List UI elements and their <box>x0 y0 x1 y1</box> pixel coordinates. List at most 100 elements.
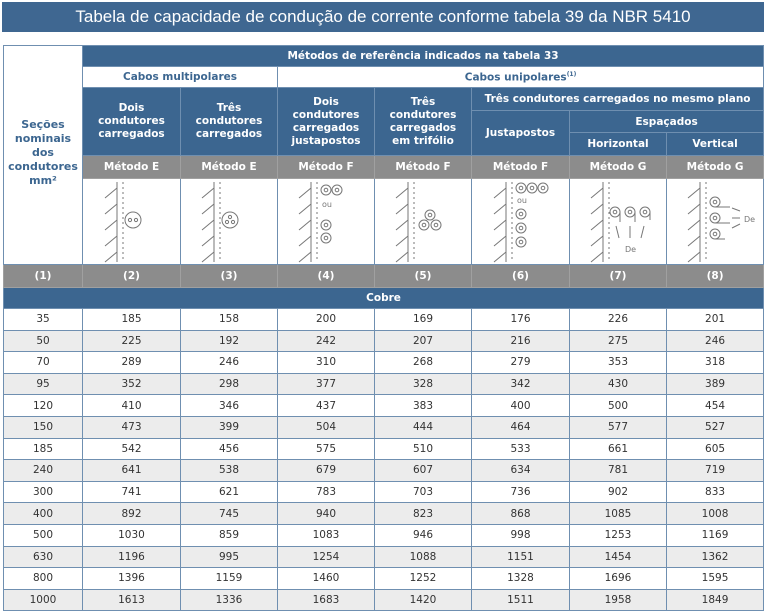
or-label: ou <box>322 200 332 209</box>
header-line: Dois <box>313 95 339 108</box>
method-label: Método G <box>665 155 765 179</box>
col5-header: Três condutores carregados em trifólio <box>374 87 472 156</box>
current-cell: 275 <box>569 329 667 353</box>
current-cell: 192 <box>180 329 278 353</box>
same-plane-header: Três condutores carregados no mesmo plan… <box>470 87 765 111</box>
table-row: 50 225 192 242 207 216 275 246 <box>3 329 765 353</box>
current-cell: 745 <box>180 502 278 525</box>
current-cell: 1696 <box>569 567 667 590</box>
current-cell: 1169 <box>665 523 765 547</box>
ampacity-table: Seções nominais dos condutores mm² Métod… <box>2 45 765 611</box>
method-label: Método F <box>471 155 570 179</box>
column-number: (4) <box>277 264 375 288</box>
current-cell: 998 <box>471 523 570 547</box>
current-cell: 352 <box>82 372 181 396</box>
current-cell: 1511 <box>471 588 570 611</box>
header-line: carregados <box>195 128 263 140</box>
header-line: Três <box>410 95 436 108</box>
unipolar-label: Cabos unipolares <box>464 71 567 84</box>
col4-header: Dois condutores carregados justapostos <box>277 87 375 156</box>
method-label: Método F <box>374 155 472 179</box>
col2-header: Dois condutores carregados <box>82 87 181 156</box>
wall-hatch-icon <box>590 181 610 262</box>
current-cell: 719 <box>665 459 765 482</box>
section-cell: 1000 <box>3 588 83 611</box>
current-cell: 605 <box>665 437 765 461</box>
header-line: carregados <box>292 121 360 134</box>
current-cell: 246 <box>180 351 278 374</box>
three-core-cable-icon <box>201 181 239 262</box>
current-cell: 158 <box>180 308 278 331</box>
current-cell: 868 <box>471 502 570 525</box>
diagram-trefoil <box>374 178 472 265</box>
spaced-horizontal-icon: De <box>590 181 651 262</box>
method-label: Método G <box>569 155 667 179</box>
current-cell: 1151 <box>471 545 570 569</box>
current-cell: 389 <box>665 372 765 396</box>
current-cell: 430 <box>569 372 667 396</box>
current-cell: 383 <box>374 394 472 417</box>
table-row: 300 741 621 783 703 736 902 833 <box>3 480 765 504</box>
sections-label-line: dos <box>32 146 54 159</box>
method-label: Método E <box>82 155 181 179</box>
current-cell: 1253 <box>569 523 667 547</box>
current-cell: 661 <box>569 437 667 461</box>
column-number: (7) <box>569 264 667 288</box>
current-cell: 1454 <box>569 545 667 569</box>
current-cell: 242 <box>277 329 375 353</box>
current-cell: 318 <box>665 351 765 374</box>
table-row: 95 352 298 377 328 342 430 389 <box>3 372 765 396</box>
current-cell: 1595 <box>665 567 765 590</box>
method-label: Método E <box>180 155 278 179</box>
column-number: (3) <box>180 264 278 288</box>
current-cell: 1088 <box>374 545 472 569</box>
current-cell: 185 <box>82 308 181 331</box>
current-cell: 342 <box>471 372 570 396</box>
current-cell: 328 <box>374 372 472 396</box>
diagram-spaced-horizontal: De <box>569 178 667 265</box>
current-cell: 473 <box>82 415 181 439</box>
espacados-header: Espaçados <box>568 110 765 133</box>
current-cell: 1683 <box>277 588 375 611</box>
section-cell: 70 <box>3 351 83 374</box>
table-row: 240 641 538 679 607 634 781 719 <box>3 459 765 482</box>
table-row: 500 1030 859 1083 946 998 1253 1169 <box>3 523 765 547</box>
current-cell: 703 <box>374 480 472 504</box>
current-cell: 1958 <box>569 588 667 611</box>
section-cell: 500 <box>3 523 83 547</box>
current-cell: 176 <box>471 308 570 331</box>
section-cell: 150 <box>3 415 83 439</box>
column-number: (1) <box>3 264 83 288</box>
current-cell: 607 <box>374 459 472 482</box>
current-cell: 736 <box>471 480 570 504</box>
column-number: (2) <box>82 264 181 288</box>
header-line: condutores <box>292 108 360 121</box>
current-cell: 169 <box>374 308 472 331</box>
current-cell: 454 <box>665 394 765 417</box>
header-line: condutores <box>389 108 457 121</box>
section-cell: 400 <box>3 502 83 525</box>
current-cell: 1420 <box>374 588 472 611</box>
footnote-marker: (1) <box>566 70 577 78</box>
current-cell: 823 <box>374 502 472 525</box>
current-cell: 510 <box>374 437 472 461</box>
current-cell: 1849 <box>665 588 765 611</box>
header-line: Três <box>216 102 242 114</box>
current-cell: 268 <box>374 351 472 374</box>
current-cell: 353 <box>569 351 667 374</box>
wall-hatch-icon <box>298 181 318 262</box>
horizontal-header: Horizontal <box>569 132 667 156</box>
sections-label-line: nominais <box>14 132 72 145</box>
current-cell: 533 <box>471 437 570 461</box>
diagram-flat-touching: ou <box>471 178 570 265</box>
section-cell: 240 <box>3 459 83 482</box>
section-cell: 300 <box>3 480 83 504</box>
col3-header: Três condutores carregados <box>180 87 278 156</box>
current-cell: 400 <box>471 394 570 417</box>
current-cell: 399 <box>180 415 278 439</box>
current-cell: 1396 <box>82 567 181 590</box>
or-label: ou <box>517 196 527 205</box>
current-cell: 741 <box>82 480 181 504</box>
current-cell: 995 <box>180 545 278 569</box>
current-cell: 226 <box>569 308 667 331</box>
